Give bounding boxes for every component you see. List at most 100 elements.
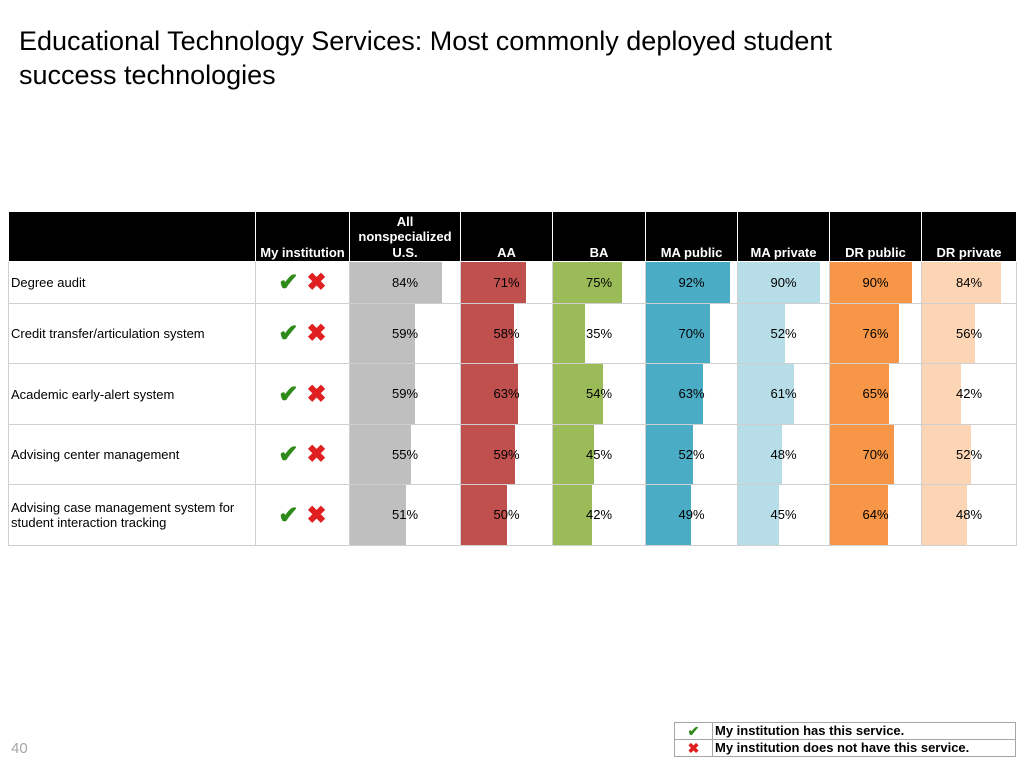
row-label: Advising case management system for stud… [8, 484, 256, 546]
header-row: My institution All nonspecialized U.S. A… [8, 211, 1017, 262]
checkmark-icon[interactable]: ✔ [278, 441, 299, 468]
bar-ma-private [738, 262, 820, 303]
percent-label: 45% [585, 446, 613, 462]
bar-dr-private [922, 425, 971, 484]
cross-icon[interactable]: ✖ [306, 501, 327, 529]
cell-all-nonspecialized: 59% [349, 363, 461, 425]
bar-ma-public [646, 425, 694, 484]
bar-ba [553, 304, 586, 363]
cell-dr-public: 70% [829, 424, 922, 485]
percent-label: 59% [493, 446, 520, 462]
legend: ✔ My institution has this service. ✖ My … [674, 722, 1016, 757]
cell-ma-private: 52% [737, 303, 830, 364]
percent-label: 49% [678, 507, 705, 522]
bar-dr-private [922, 364, 962, 424]
percent-label: 51% [391, 507, 419, 522]
table-row: Advising center management ✔ ✖ 55% 59% 45% 52%… [8, 424, 1017, 485]
header-dr-private: DR private [921, 211, 1017, 262]
checkmark-icon[interactable]: ✔ [278, 501, 299, 529]
bar-ma-private [738, 485, 779, 545]
cross-icon[interactable]: ✖ [306, 380, 327, 408]
cell-ma-public: 70% [645, 303, 738, 364]
row-label: Academic early-alert system [8, 363, 256, 425]
percent-label: 54% [585, 386, 613, 401]
bar-ba [553, 262, 622, 303]
my-institution-cell: ✔ ✖ [255, 261, 350, 304]
cell-dr-public: 90% [829, 261, 922, 304]
cell-ma-public: 52% [645, 424, 738, 485]
header-ma-private: MA private [737, 211, 830, 262]
cell-dr-private: 84% [921, 261, 1017, 304]
cell-dr-public: 76% [829, 303, 922, 364]
header-ba: BA [552, 211, 646, 262]
percent-label: 61% [770, 386, 797, 401]
bar-aa [461, 304, 514, 363]
bar-ma-private [738, 364, 794, 424]
cell-aa: 63% [460, 363, 553, 425]
percent-label: 42% [955, 386, 983, 401]
legend-row-has: ✔ My institution has this service. [674, 722, 1016, 740]
percent-label: 55% [391, 446, 419, 462]
percent-label: 48% [770, 446, 797, 462]
my-institution-cell: ✔ ✖ [255, 484, 350, 546]
header-my-institution: My institution [255, 211, 350, 262]
bar-all-nonspecialized [350, 304, 415, 363]
table-row: Degree audit ✔ ✖ 84% 71% 75% 92% 90% 90% 84% [8, 261, 1017, 304]
header-aa: AA [460, 211, 553, 262]
cell-dr-private: 48% [921, 484, 1017, 546]
cell-dr-public: 65% [829, 363, 922, 425]
bar-ma-private [738, 425, 782, 484]
row-label: Credit transfer/articulation system [8, 303, 256, 364]
cell-dr-private: 52% [921, 424, 1017, 485]
percent-label: 70% [862, 446, 889, 462]
percent-label: 65% [862, 386, 889, 401]
student-success-technologies-table: My institution All nonspecialized U.S. A… [8, 211, 1017, 546]
percent-label: 84% [391, 274, 419, 290]
bar-all-nonspecialized [350, 364, 415, 424]
percent-label: 52% [678, 446, 705, 462]
bar-dr-public [830, 304, 900, 363]
cross-icon[interactable]: ✖ [306, 441, 327, 468]
cell-ma-public: 92% [645, 261, 738, 304]
bar-dr-public [830, 485, 889, 545]
percent-label: 84% [955, 274, 983, 290]
bar-ma-public [646, 304, 710, 363]
percent-label: 59% [391, 386, 419, 401]
cell-aa: 59% [460, 424, 553, 485]
cell-all-nonspecialized: 55% [349, 424, 461, 485]
cross-icon[interactable]: ✖ [306, 320, 327, 347]
table-row: Academic early-alert system ✔ ✖ 59% 63% 54% 63… [8, 363, 1017, 425]
legend-not-have-service-text: My institution does not have this servic… [712, 739, 1016, 757]
cell-ba: 75% [552, 261, 646, 304]
cell-all-nonspecialized: 59% [349, 303, 461, 364]
bar-ma-private [738, 304, 786, 363]
bar-dr-private [922, 304, 975, 363]
percent-label: 71% [493, 274, 520, 290]
header-technology [8, 211, 256, 262]
checkmark-icon[interactable]: ✔ [278, 269, 299, 296]
my-institution-cell: ✔ ✖ [255, 424, 350, 485]
checkmark-icon[interactable]: ✔ [278, 320, 299, 347]
cell-ma-private: 48% [737, 424, 830, 485]
percent-label: 76% [862, 325, 889, 341]
table-row: Advising case management system for stud… [8, 484, 1017, 546]
percent-label: 58% [493, 325, 520, 341]
bar-aa [461, 364, 519, 424]
bar-dr-private [922, 485, 968, 545]
legend-has-service-text: My institution has this service. [712, 722, 1016, 740]
bar-dr-public [830, 262, 912, 303]
legend-row-not-have: ✖ My institution does not have this serv… [674, 739, 1016, 757]
bar-dr-public [830, 425, 894, 484]
cross-icon[interactable]: ✖ [306, 269, 327, 296]
header-dr-public: DR public [829, 211, 922, 262]
percent-label: 64% [862, 507, 889, 522]
cell-ma-public: 63% [645, 363, 738, 425]
checkmark-icon[interactable]: ✔ [278, 380, 299, 408]
percent-label: 52% [770, 325, 797, 341]
percent-label: 63% [493, 386, 520, 401]
cell-ba: 42% [552, 484, 646, 546]
cell-ma-private: 90% [737, 261, 830, 304]
cell-dr-private: 56% [921, 303, 1017, 364]
bar-aa [461, 262, 526, 303]
cell-aa: 50% [460, 484, 553, 546]
